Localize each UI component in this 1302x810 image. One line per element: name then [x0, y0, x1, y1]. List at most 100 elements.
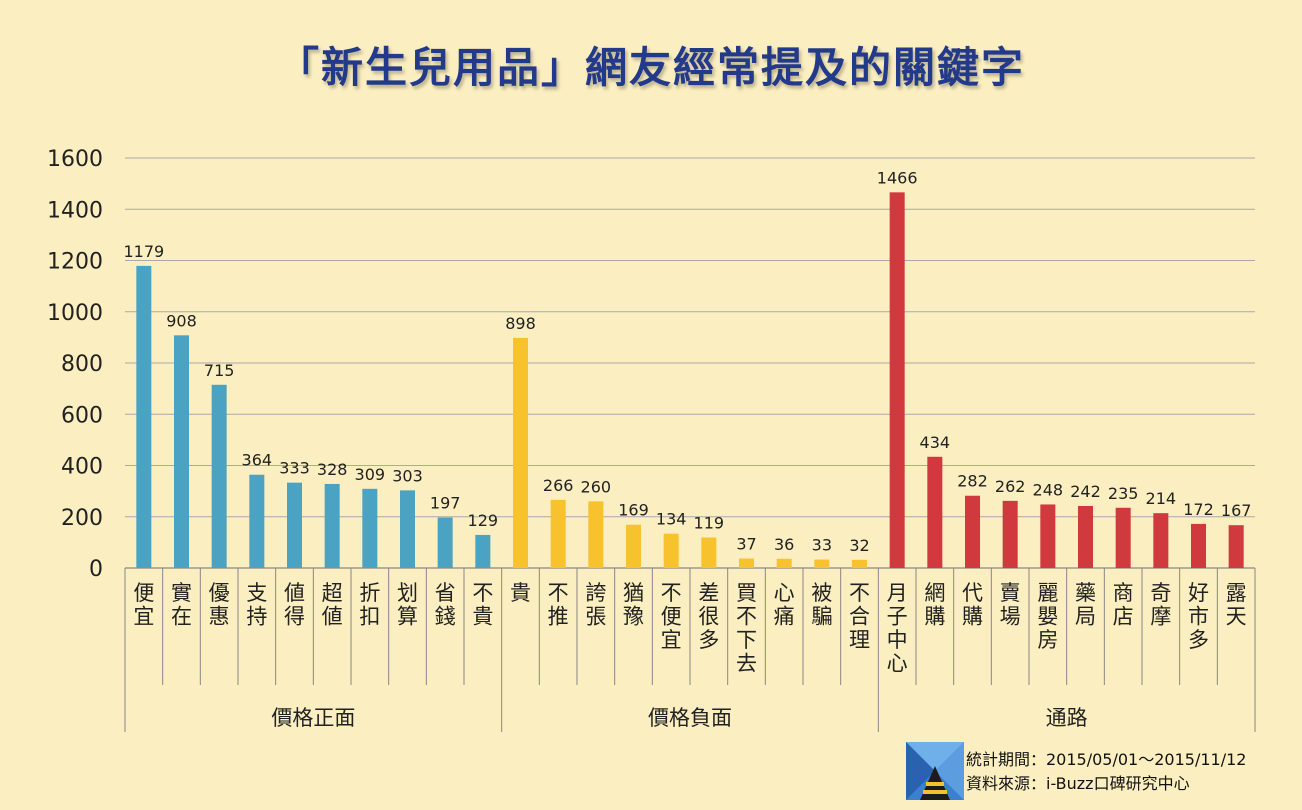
group-label: 價格負面	[648, 706, 732, 730]
bar	[663, 533, 679, 568]
data-label: 197	[430, 494, 461, 513]
category-label: 商店	[1113, 581, 1134, 629]
bar	[1153, 513, 1169, 568]
bar	[814, 559, 830, 568]
bar	[739, 558, 754, 568]
bar	[400, 490, 415, 568]
y-tick-label: 600	[61, 403, 103, 428]
chart-title: 「新生兒用品」網友經常提及的關鍵字	[276, 43, 1025, 92]
data-label: 33	[812, 536, 832, 555]
category-label: 心痛	[774, 581, 795, 629]
category-label: 不貴	[472, 581, 493, 629]
category-label: 値得	[284, 581, 305, 629]
data-label: 309	[355, 465, 386, 484]
bar	[626, 524, 641, 568]
category-label: 買不下去	[736, 581, 757, 676]
category-label: 代購	[962, 581, 983, 629]
category-label: 麗嬰房	[1037, 581, 1058, 652]
bar	[324, 483, 340, 568]
data-label: 36	[774, 535, 794, 554]
bar	[287, 482, 302, 568]
data-label: 282	[957, 472, 988, 491]
data-label: 364	[242, 451, 273, 470]
bar	[550, 499, 566, 568]
category-label: 不推	[548, 581, 569, 629]
bar	[1078, 505, 1093, 568]
bar	[437, 517, 453, 568]
bar	[1040, 504, 1056, 568]
category-label: 划算	[397, 581, 418, 629]
data-label: 242	[1070, 482, 1101, 501]
category-label: 實在	[171, 581, 192, 629]
category-label: 誇張	[585, 581, 606, 629]
bar	[362, 488, 378, 568]
category-label: 好市多	[1188, 581, 1209, 652]
data-label: 898	[505, 314, 536, 333]
bar	[174, 335, 189, 568]
data-label: 1179	[123, 242, 164, 261]
bar	[701, 537, 717, 568]
data-label: 134	[656, 510, 687, 529]
data-label: 333	[279, 459, 310, 478]
data-label: 908	[166, 311, 197, 330]
category-label: 便宜	[133, 581, 154, 629]
y-tick-label: 800	[61, 352, 103, 377]
category-label: 月子中心	[887, 581, 908, 676]
bar	[588, 501, 604, 568]
bar	[852, 559, 867, 568]
bar	[136, 265, 152, 568]
data-label: 172	[1183, 500, 1214, 519]
data-label: 260	[581, 477, 612, 496]
category-label: 賣場	[1000, 581, 1021, 629]
category-label: 支持	[246, 581, 267, 629]
data-label: 266	[543, 476, 574, 495]
data-label: 214	[1146, 489, 1177, 508]
bar	[927, 456, 943, 568]
bar	[889, 192, 905, 568]
data-label: 434	[920, 433, 951, 452]
category-label: 折扣	[359, 581, 380, 629]
group-label: 通路	[1046, 706, 1088, 730]
category-label: 貴	[510, 581, 531, 605]
y-tick-label: 0	[89, 557, 103, 582]
category-label: 猶豫	[623, 581, 644, 629]
data-source: 資料來源：i-Buzz口碑研究中心	[966, 774, 1190, 793]
data-label: 303	[392, 466, 423, 485]
y-tick-label: 1400	[47, 198, 103, 223]
data-label: 167	[1221, 501, 1252, 520]
category-label: 優惠	[209, 581, 230, 629]
y-tick-label: 400	[61, 455, 103, 480]
data-label: 235	[1108, 484, 1139, 503]
source-footer: 統計期間：2015/05/01～2015/11/12 資料來源：i-Buzz口碑…	[906, 742, 1296, 802]
data-label: 32	[849, 536, 869, 555]
bar	[211, 384, 227, 568]
category-label: 省錢	[435, 581, 456, 629]
data-label: 119	[694, 514, 725, 533]
bar	[1115, 507, 1131, 568]
data-label: 262	[995, 477, 1026, 496]
category-label: 不便宜	[661, 581, 682, 652]
data-label: 37	[736, 535, 756, 554]
category-label: 藥局	[1075, 581, 1096, 629]
bar	[776, 558, 792, 568]
bar	[513, 337, 528, 568]
bar	[249, 474, 265, 568]
bar	[1191, 523, 1206, 568]
category-label: 差很多	[698, 581, 719, 652]
bar	[1228, 525, 1244, 568]
bar	[965, 495, 980, 568]
group-label: 價格正面	[271, 706, 355, 730]
ibuzz-logo-icon	[906, 742, 964, 800]
data-label: 715	[204, 361, 235, 380]
category-label: 露天	[1226, 581, 1247, 629]
data-label: 129	[468, 511, 499, 530]
y-tick-label: 1600	[47, 147, 103, 172]
data-label: 328	[317, 460, 348, 479]
y-tick-label: 200	[61, 506, 103, 531]
category-label: 被騙	[811, 581, 832, 629]
bar	[1002, 500, 1018, 568]
statistics-period: 統計期間：2015/05/01～2015/11/12	[966, 750, 1247, 769]
category-label: 超値	[322, 581, 343, 629]
